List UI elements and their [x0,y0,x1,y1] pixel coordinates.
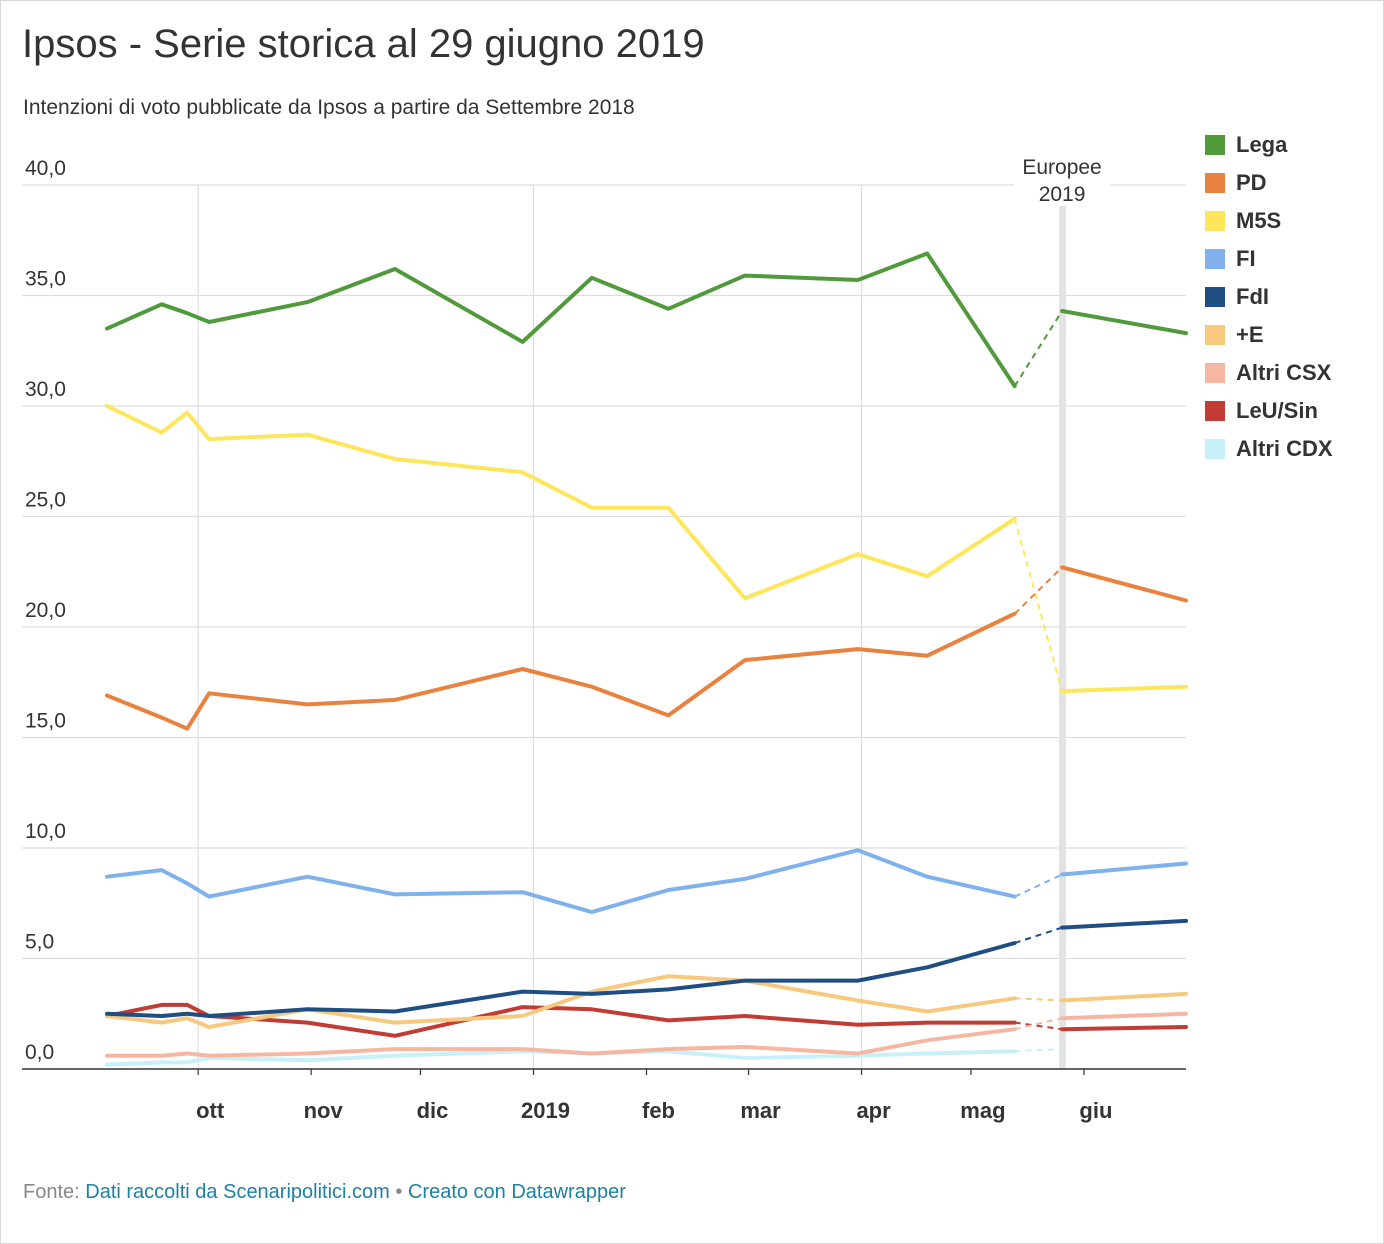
y-tick-label: 15,0 [25,710,66,733]
legend-swatch [1205,439,1225,459]
x-tick-label: feb [642,1098,675,1123]
legend-swatch [1205,287,1225,307]
annotation-line1: Europee [1022,156,1101,179]
legend-item-leu-sin: LeU/Sin [1205,392,1333,430]
legend-item-altri-csx: Altri CSX [1205,354,1333,392]
series-gap-altri-cdx [1014,1048,1063,1053]
legend-label: PD [1236,170,1267,195]
y-tick-label: 25,0 [25,489,66,512]
chart-subtitle: Intenzioni di voto pubblicate da Ipsos a… [23,96,635,119]
legend-item-lega: Lega [1205,126,1333,164]
series-lines [105,251,1188,1067]
y-tick-label: 10,0 [25,820,66,843]
series-gap-pd [1013,566,1063,615]
series-gap-altri-csx [1014,1017,1063,1031]
legend-swatch [1205,363,1225,383]
y-gridlines [22,184,1186,960]
footer: Fonte: Dati raccolti da Scenaripolitici.… [23,1181,626,1204]
source-label: Fonte: [23,1181,80,1203]
series-line-lega [105,251,1017,389]
series-line-pd-post [1060,565,1188,603]
series-line-leu-sin [105,1002,1017,1038]
legend-label: LeU/Sin [1236,398,1318,423]
legend-swatch [1205,401,1225,421]
y-tick-label: 0,0 [25,1041,54,1064]
annotation-line2: 2019 [1039,183,1086,206]
series-line-fi-post [1060,861,1188,877]
footer-separator: • [395,1181,403,1203]
x-tick-label: nov [304,1098,344,1123]
series-line-fdi-post [1060,918,1188,930]
y-tick-label: 30,0 [25,378,66,401]
legend: Lega PD M5S FI FdI +E Altri CSX LeU/Sin Altri CD… [1205,126,1333,468]
legend-item-e: +E [1205,316,1333,354]
x-tick-label: dic [417,1098,449,1123]
legend-item-altri-cdx: Altri CDX [1205,430,1333,468]
x-tick-label: ott [196,1098,225,1123]
y-tick-label: 5,0 [25,931,54,954]
legend-swatch [1205,173,1225,193]
election-annotation: Europee 2019 [1014,150,1111,1069]
chart-title: Ipsos - Serie storica al 29 giugno 2019 [22,22,705,66]
series-gap-fi [1014,873,1063,898]
series-line-lega-post [1060,309,1188,336]
series-gap-m5s [1013,518,1064,692]
y-axis-ticks: 0,0 5,0 10,0 15,0 20,0 25,0 30,0 35,0 40,0 [25,157,66,1064]
y-tick-label: 35,0 [25,268,66,291]
series-gap-fdi [1014,926,1063,944]
legend-swatch [1205,249,1225,269]
series-line-altri-csx [105,1027,1017,1058]
legend-item-pd: PD [1205,164,1333,202]
legend-label: FI [1236,246,1256,271]
series-gap-e [1014,997,1063,1002]
series-line-m5s [105,404,1017,601]
legend-label: FdI [1236,284,1269,309]
legend-swatch [1205,325,1225,345]
annotation-bg [1014,150,1111,206]
series-line-e-post [1060,991,1188,1003]
series-line-e [105,974,1017,1029]
series-gap-lega [1013,310,1063,387]
series-line-fdi [105,941,1017,1018]
legend-label: M5S [1236,208,1282,233]
x-axis-ticks: ott nov dic 2019 feb mar apr mag giu [196,1069,1112,1123]
legend-label: Altri CDX [1236,436,1333,461]
election-band [1059,185,1067,1069]
series-line-leu-sin-post [1060,1025,1188,1032]
legend-item-fi: FI [1205,240,1333,278]
legend-item-fdi: FdI [1205,278,1333,316]
x-tick-label: giu [1079,1098,1112,1123]
legend-label: +E [1236,322,1264,347]
legend-label: Altri CSX [1236,360,1332,385]
x-tick-label: 2019 [521,1098,570,1123]
x-tick-label: mag [960,1098,1005,1123]
legend-swatch [1205,211,1225,231]
y-tick-label: 40,0 [25,157,66,180]
series-gap-leu-sin [1014,1021,1063,1031]
datawrapper-link[interactable]: Creato con Datawrapper [407,1181,626,1203]
legend-swatch [1205,135,1225,155]
series-line-m5s-post [1060,684,1188,694]
y-tick-label: 20,0 [25,599,66,622]
x-tick-label: apr [856,1098,891,1123]
series-line-fi [105,848,1017,915]
legend-label: Lega [1236,132,1288,157]
series-line-altri-cdx [105,1049,1017,1067]
source-link[interactable]: Dati raccolti da Scenaripolitici.com [85,1181,390,1203]
legend-item-m5s: M5S [1205,202,1333,240]
series-line-pd [105,611,1017,731]
series-line-altri-csx-post [1060,1011,1188,1021]
x-tick-label: mar [740,1098,781,1123]
